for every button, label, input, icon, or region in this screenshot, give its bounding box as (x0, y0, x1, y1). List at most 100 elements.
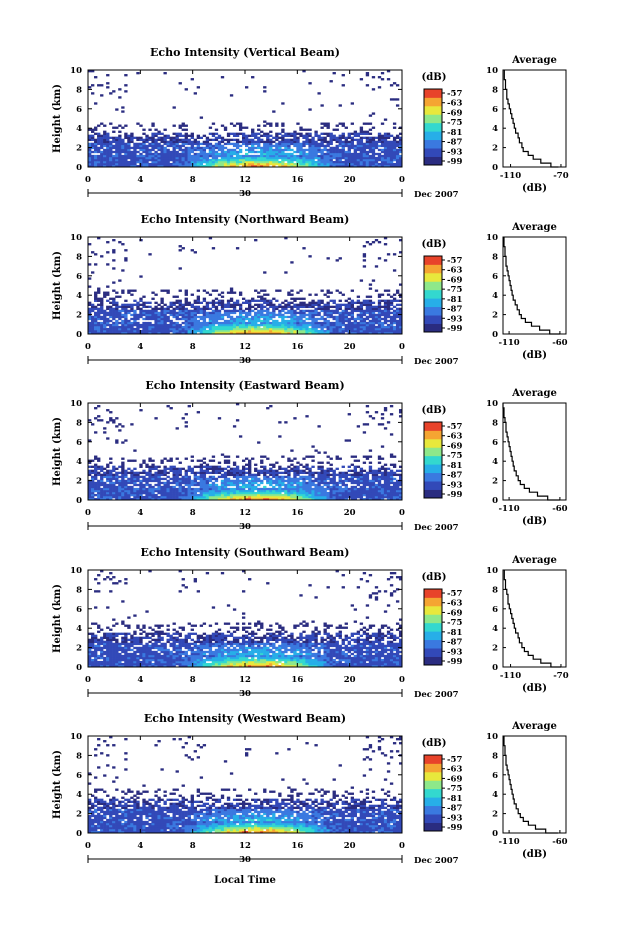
heatmap-cell (324, 139, 327, 141)
heatmap-cell (266, 159, 269, 161)
heatmap-cell (330, 314, 333, 316)
heatmap-cell (118, 139, 121, 141)
heatmap-cell (269, 318, 272, 320)
heatmap-cell (296, 480, 299, 482)
heatmap-cell (272, 310, 275, 312)
heatmap-cell (167, 324, 170, 326)
heatmap-cell (387, 159, 390, 161)
heatmap-cell (248, 320, 251, 322)
heatmap-cell (330, 159, 333, 161)
heatmap-cell (336, 490, 339, 492)
heatmap-cell (339, 135, 342, 137)
heatmap-cell (203, 318, 206, 320)
heatmap-cell (115, 143, 118, 145)
heatmap-cell (269, 330, 272, 332)
heatmap-cell (342, 151, 345, 153)
heatmap-cell (179, 300, 182, 302)
heatmap-cell (381, 149, 384, 151)
heatmap-cell (317, 486, 320, 488)
heatmap-cell (299, 159, 302, 161)
heatmap-cell (130, 460, 133, 462)
heatmap-cell (173, 480, 176, 482)
heatmap-cell (218, 314, 221, 316)
heatmap-cell (194, 478, 197, 480)
heatmap-cell (284, 153, 287, 155)
heatmap-cell (173, 302, 176, 304)
heatmap-cell (121, 161, 124, 163)
heatmap-cell (248, 312, 251, 314)
heatmap-cell (378, 472, 381, 474)
heatmap-cell (179, 492, 182, 494)
heatmap-cell (176, 159, 179, 161)
heatmap-cell (351, 155, 354, 157)
heatmap-cell (363, 300, 366, 302)
heatmap-cell (176, 133, 179, 135)
heatmap-cell (366, 151, 369, 153)
heatmap-cell (369, 496, 372, 498)
heatmap-cell (320, 492, 323, 494)
heatmap-cell (357, 147, 360, 149)
heatmap-cell (378, 153, 381, 155)
heatmap-cell (185, 326, 188, 328)
heatmap-cell (302, 324, 305, 326)
heatmap-cell (160, 486, 163, 488)
heatmap-cell (336, 492, 339, 494)
heatmap-cell (336, 326, 339, 328)
heatmap-cell (185, 157, 188, 159)
heatmap-cell (185, 324, 188, 326)
heatmap-cell (302, 137, 305, 139)
heatmap-cell (142, 302, 145, 304)
heatmap-cell (209, 330, 212, 332)
heatmap-cell (212, 139, 215, 141)
heatmap-cell (179, 306, 182, 308)
heatmap-cell (194, 474, 197, 476)
heatmap-cell (133, 492, 136, 494)
heatmap-cell (236, 316, 239, 318)
heatmap-cell (281, 456, 284, 458)
heatmap-cell (351, 300, 354, 302)
heatmap-cell (148, 139, 151, 141)
heatmap-cell (148, 468, 151, 470)
heatmap-cell (336, 456, 339, 458)
heatmap-cell (121, 159, 124, 161)
heatmap-cell (239, 435, 242, 437)
heatmap-cell (151, 145, 154, 147)
heatmap-cell (106, 314, 109, 316)
heatmap-cell (227, 478, 230, 480)
heatmap-cell (354, 163, 357, 165)
heatmap-cell (115, 161, 118, 163)
heatmap-cell (176, 139, 179, 141)
heatmap-cell (167, 143, 170, 145)
heatmap-cell (94, 149, 97, 151)
heatmap-cell (203, 482, 206, 484)
heatmap-cell (106, 476, 109, 478)
heatmap-cell (242, 155, 245, 157)
heatmap-cell (97, 328, 100, 330)
heatmap-cell (363, 123, 366, 125)
heatmap-cell (345, 318, 348, 320)
heatmap-cell (185, 494, 188, 496)
heatmap-cell (351, 102, 354, 104)
heatmap-cell (351, 496, 354, 498)
heatmap-cell (194, 328, 197, 330)
heatmap-cell (200, 157, 203, 159)
heatmap-cell (242, 318, 245, 320)
heatmap-cell (314, 496, 317, 498)
heatmap-cell (163, 310, 166, 312)
heatmap-cell (148, 316, 151, 318)
heatmap-cell (317, 135, 320, 137)
heatmap-cell (209, 486, 212, 488)
heatmap-cell (136, 157, 139, 159)
heatmap-cell (212, 324, 215, 326)
heatmap-cell (194, 308, 197, 310)
heatmap-cell (354, 161, 357, 163)
heatmap-cell (185, 316, 188, 318)
heatmap-cell (91, 304, 94, 306)
heatmap-cell (112, 298, 115, 300)
heatmap-cell (118, 131, 121, 133)
heatmap-cell (227, 135, 230, 137)
heatmap-cell (182, 468, 185, 470)
heatmap-cell (227, 161, 230, 163)
heatmap-cell (103, 320, 106, 322)
heatmap-cell (393, 151, 396, 153)
